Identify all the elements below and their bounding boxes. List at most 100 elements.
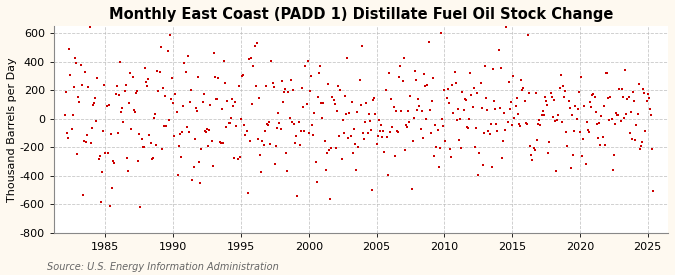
Point	[636, 144, 647, 149]
Point	[168, 101, 179, 105]
Point	[95, 154, 105, 158]
Point	[140, 66, 151, 70]
Point	[267, 81, 278, 85]
Point	[386, 97, 397, 101]
Point	[604, 118, 615, 123]
Point	[244, 139, 255, 143]
Point	[95, 200, 106, 204]
Point	[288, 88, 298, 92]
Point	[601, 71, 612, 75]
Point	[568, 152, 578, 157]
Point	[263, 123, 273, 127]
Point	[93, 156, 104, 161]
Point	[309, 111, 320, 115]
Point	[535, 123, 546, 127]
Point	[379, 149, 390, 154]
Point	[250, 84, 261, 88]
Point	[392, 129, 402, 133]
Point	[638, 86, 649, 91]
Point	[92, 76, 103, 80]
Point	[198, 91, 209, 96]
Point	[207, 164, 218, 168]
Point	[368, 97, 379, 102]
Point	[579, 104, 590, 108]
Point	[239, 123, 250, 127]
Point	[435, 30, 446, 35]
Point	[499, 111, 510, 115]
Point	[274, 121, 285, 125]
Point	[197, 100, 208, 104]
Point	[98, 129, 109, 133]
Point	[576, 75, 587, 79]
Point	[584, 130, 595, 134]
Point	[331, 109, 342, 113]
Point	[586, 105, 597, 110]
Point	[625, 109, 636, 114]
Point	[417, 136, 428, 140]
Point	[169, 133, 180, 138]
Point	[209, 51, 219, 55]
Point	[622, 97, 632, 101]
Point	[616, 87, 627, 91]
Point	[136, 136, 147, 141]
Point	[458, 108, 469, 112]
Point	[380, 88, 391, 92]
Point	[350, 142, 360, 147]
Point	[165, 33, 176, 37]
Point	[641, 99, 652, 103]
Point	[502, 120, 513, 124]
Point	[192, 109, 202, 113]
Point	[358, 131, 369, 135]
Point	[353, 145, 364, 150]
Point	[396, 109, 407, 113]
Point	[645, 107, 655, 111]
Point	[155, 45, 166, 49]
Point	[214, 139, 225, 144]
Point	[159, 124, 169, 128]
Point	[313, 71, 324, 75]
Point	[152, 69, 163, 74]
Point	[76, 82, 87, 87]
Point	[281, 151, 292, 156]
Point	[605, 95, 616, 100]
Point	[319, 139, 330, 144]
Point	[423, 40, 434, 44]
Point	[61, 131, 72, 136]
Point	[553, 113, 564, 117]
Point	[402, 125, 412, 129]
Point	[624, 131, 635, 135]
Point	[504, 80, 514, 84]
Point	[327, 95, 338, 99]
Point	[78, 192, 88, 197]
Point	[103, 103, 114, 107]
Point	[321, 151, 332, 155]
Point	[612, 113, 622, 117]
Point	[435, 146, 446, 150]
Point	[254, 96, 265, 100]
Point	[373, 117, 384, 122]
Point	[130, 110, 140, 115]
Point	[561, 130, 572, 135]
Point	[351, 168, 362, 172]
Point	[158, 86, 169, 90]
Point	[414, 104, 425, 108]
Point	[597, 135, 608, 139]
Point	[99, 83, 109, 87]
Point	[90, 96, 101, 100]
Point	[275, 126, 286, 131]
Point	[162, 48, 173, 53]
Point	[135, 205, 146, 209]
Point	[400, 123, 411, 127]
Point	[286, 120, 297, 124]
Point	[110, 92, 121, 96]
Point	[370, 112, 381, 117]
Point	[580, 162, 591, 166]
Point	[634, 146, 645, 151]
Point	[507, 123, 518, 127]
Point	[70, 56, 80, 60]
Point	[474, 150, 485, 155]
Point	[545, 90, 556, 95]
Point	[643, 92, 653, 96]
Point	[151, 142, 161, 147]
Point	[569, 129, 580, 133]
